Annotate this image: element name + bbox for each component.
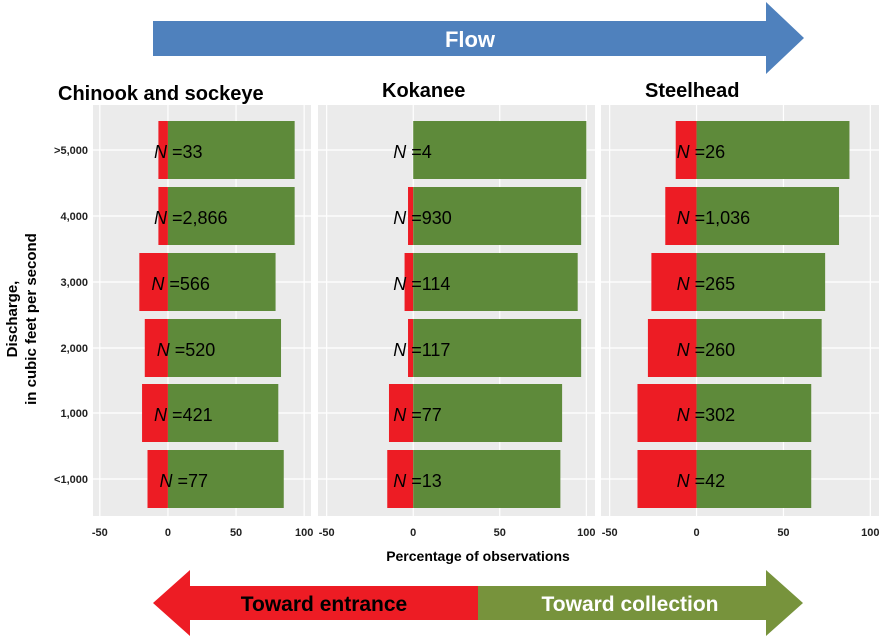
bar-n-label: N =1,036 bbox=[677, 208, 751, 228]
bar-toward-entrance bbox=[675, 121, 697, 179]
panel-title-kokanee: Kokanee bbox=[382, 80, 466, 102]
panel-title-chinook: Chinook and sockeye bbox=[58, 83, 264, 105]
bar-n-label: N =421 bbox=[154, 405, 213, 425]
bar-toward-collection bbox=[696, 253, 826, 311]
bar-toward-entrance bbox=[637, 450, 697, 508]
y-tick-label: 3,000 bbox=[60, 277, 88, 289]
bar-toward-entrance bbox=[387, 450, 414, 508]
bar-toward-collection bbox=[696, 121, 850, 179]
bar-toward-collection bbox=[696, 319, 822, 377]
bar-toward-collection bbox=[413, 253, 578, 311]
bar-toward-collection bbox=[167, 253, 276, 311]
y-tick-label: <1,000 bbox=[54, 474, 88, 486]
bar-toward-collection bbox=[696, 384, 812, 442]
bar-toward-collection bbox=[696, 187, 840, 245]
x-tick-label: 50 bbox=[230, 527, 242, 539]
bar-n-label: N =42 bbox=[677, 471, 726, 491]
flow-arrow-shape bbox=[153, 2, 804, 74]
bar-n-label: N =33 bbox=[154, 142, 203, 162]
y-tick-label: 1,000 bbox=[60, 408, 88, 420]
x-tick-label: 0 bbox=[165, 527, 171, 539]
bar-n-label: N =4 bbox=[393, 142, 432, 162]
bar-toward-collection bbox=[413, 450, 561, 508]
bar-toward-entrance bbox=[158, 121, 168, 179]
x-tick-label: 100 bbox=[861, 527, 879, 539]
bar-n-label: N =13 bbox=[393, 471, 442, 491]
toward-collection-label: Toward collection bbox=[542, 593, 719, 616]
bar-toward-collection bbox=[696, 450, 812, 508]
panel-title-steelhead: Steelhead bbox=[645, 80, 740, 102]
bar-toward-entrance bbox=[408, 187, 414, 245]
x-tick-label: -50 bbox=[319, 527, 335, 539]
bar-toward-entrance bbox=[637, 384, 697, 442]
y-tick-label: >5,000 bbox=[54, 145, 88, 157]
bar-n-label: N =114 bbox=[393, 274, 450, 294]
bar-n-label: N =2,866 bbox=[154, 208, 228, 228]
flow-arrow-label: Flow bbox=[445, 27, 496, 52]
bar-toward-collection bbox=[167, 121, 295, 179]
bar-toward-collection bbox=[413, 384, 563, 442]
x-tick-label: 100 bbox=[295, 527, 313, 539]
bar-toward-entrance bbox=[408, 319, 414, 377]
x-tick-label: 50 bbox=[777, 527, 789, 539]
bar-toward-entrance bbox=[144, 319, 168, 377]
bar-n-label: N =77 bbox=[393, 405, 442, 425]
bar-toward-collection bbox=[413, 121, 587, 179]
bar-n-label: N =302 bbox=[677, 405, 736, 425]
bar-n-label: N =77 bbox=[160, 471, 209, 491]
bar-toward-entrance bbox=[647, 319, 697, 377]
bar-n-label: N =26 bbox=[677, 142, 726, 162]
bar-n-label: N =520 bbox=[157, 340, 216, 360]
bar-toward-collection bbox=[167, 319, 282, 377]
bar-toward-collection bbox=[167, 384, 279, 442]
bar-toward-collection bbox=[167, 450, 284, 508]
x-tick-label: -50 bbox=[92, 527, 108, 539]
flow-arrow: Flow bbox=[153, 2, 804, 74]
x-axis-label: Percentage of observations bbox=[386, 548, 570, 564]
bar-toward-collection bbox=[413, 187, 582, 245]
bar-n-label: N =566 bbox=[151, 274, 210, 294]
y-tick-label: 2,000 bbox=[60, 343, 88, 355]
bar-toward-collection bbox=[413, 319, 582, 377]
y-tick-label: 4,000 bbox=[60, 211, 88, 223]
x-tick-label: 100 bbox=[577, 527, 595, 539]
bar-toward-entrance bbox=[142, 384, 168, 442]
chart-area: N =33 N =2,866 N =566 N =520 N =421 N =77 -50 0… bbox=[54, 105, 879, 539]
bar-n-label: N =265 bbox=[677, 274, 736, 294]
x-tick-label: 50 bbox=[494, 527, 506, 539]
x-tick-label: -50 bbox=[602, 527, 618, 539]
bar-n-label: N =930 bbox=[393, 208, 452, 228]
bar-toward-entrance bbox=[404, 253, 414, 311]
bar-n-label: N =117 bbox=[393, 340, 450, 360]
x-tick-label: 0 bbox=[694, 527, 700, 539]
bar-toward-entrance bbox=[651, 253, 697, 311]
x-tick-label: 0 bbox=[410, 527, 416, 539]
bar-toward-entrance bbox=[158, 187, 168, 245]
bar-toward-entrance bbox=[139, 253, 168, 311]
bar-toward-entrance bbox=[147, 450, 168, 508]
bar-toward-entrance bbox=[665, 187, 697, 245]
bar-n-label: N =260 bbox=[677, 340, 736, 360]
toward-entrance-label: Toward entrance bbox=[241, 593, 407, 616]
bar-toward-collection bbox=[167, 187, 295, 245]
bar-toward-entrance bbox=[388, 384, 414, 442]
